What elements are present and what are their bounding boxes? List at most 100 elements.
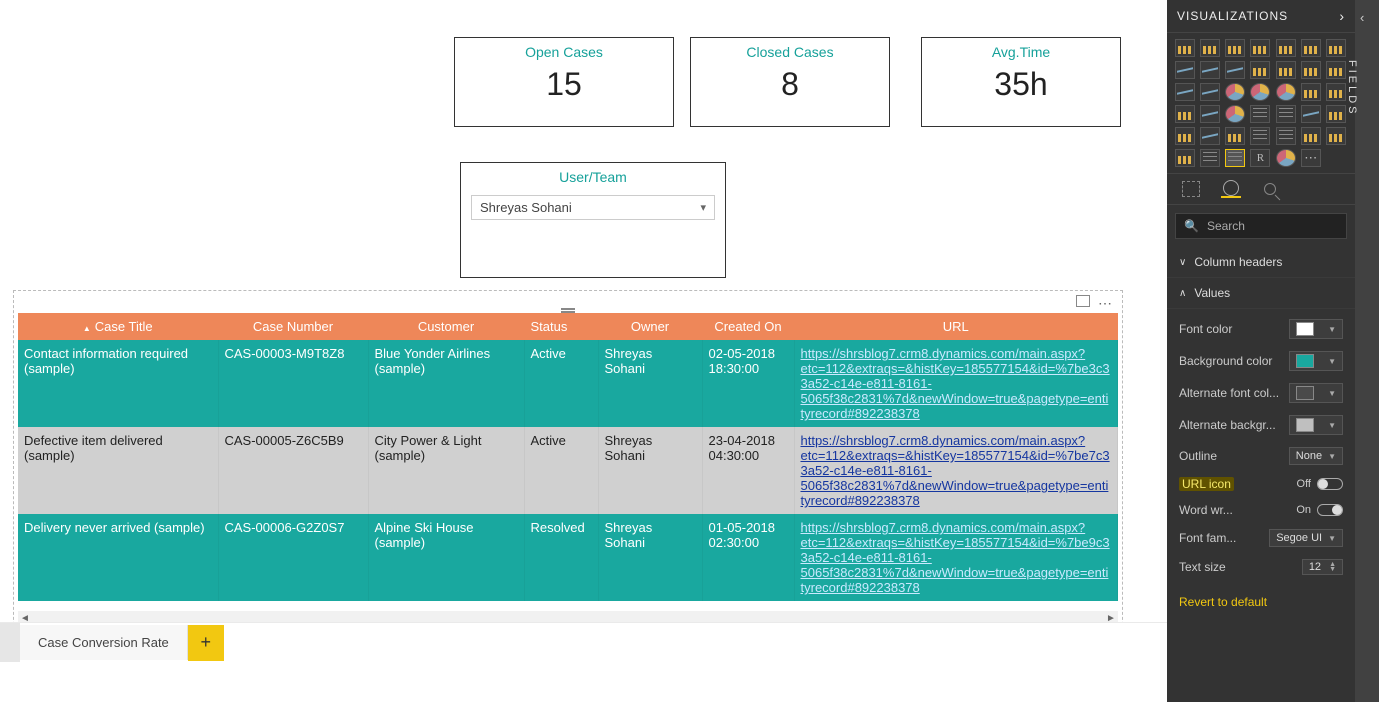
viz-type-icon[interactable] — [1301, 149, 1321, 167]
format-values-list: Font color ▼ Background color ▼ Alternat… — [1167, 309, 1355, 585]
viz-type-icon[interactable] — [1250, 149, 1270, 167]
viz-type-icon[interactable] — [1326, 61, 1346, 79]
viz-type-icon[interactable] — [1301, 105, 1321, 123]
row-font-family[interactable]: Font fam... Segoe UI▼ — [1167, 523, 1355, 553]
more-options-icon[interactable]: ⋯ — [1098, 295, 1114, 312]
slicer-value: Shreyas Sohani — [480, 200, 572, 215]
toggle-url-icon[interactable]: Off — [1297, 478, 1343, 490]
report-canvas[interactable]: Open Cases15Closed Cases8Avg.Time35h Use… — [0, 0, 1167, 662]
viz-type-icon[interactable] — [1175, 149, 1195, 167]
viz-type-icon[interactable] — [1301, 127, 1321, 145]
viz-type-icon[interactable] — [1200, 61, 1220, 79]
page-tab-active[interactable]: Case Conversion Rate — [20, 625, 188, 660]
viz-type-icon[interactable] — [1175, 127, 1195, 145]
row-outline[interactable]: Outline None▼ — [1167, 441, 1355, 471]
viz-type-icon[interactable] — [1225, 61, 1245, 79]
analytics-tab[interactable] — [1261, 180, 1281, 198]
table-row[interactable]: Delivery never arrived (sample)CAS-00006… — [18, 514, 1118, 601]
viz-type-icon[interactable] — [1225, 149, 1245, 167]
add-page-button[interactable]: + — [188, 625, 224, 661]
viz-type-icon[interactable] — [1250, 105, 1270, 123]
text-size-stepper[interactable]: 12▲▼ — [1302, 559, 1343, 575]
focus-mode-icon[interactable] — [1076, 295, 1090, 307]
column-header[interactable]: Customer — [368, 313, 524, 340]
column-header[interactable]: ▲Case Title — [18, 313, 218, 340]
kpi-card[interactable]: Avg.Time35h — [921, 37, 1121, 127]
row-word-wrap[interactable]: Word wr... On — [1167, 497, 1355, 523]
column-header[interactable]: Status — [524, 313, 598, 340]
row-background-color[interactable]: Background color ▼ — [1167, 345, 1355, 377]
table-cell: Delivery never arrived (sample) — [18, 514, 218, 601]
viz-type-icon[interactable] — [1326, 105, 1346, 123]
viz-type-icon[interactable] — [1250, 127, 1270, 145]
viz-type-icon[interactable] — [1301, 39, 1321, 57]
table-cell: Alpine Ski House (sample) — [368, 514, 524, 601]
row-font-color[interactable]: Font color ▼ — [1167, 313, 1355, 345]
search-icon: 🔍 — [1184, 219, 1199, 233]
viz-type-icon[interactable] — [1225, 105, 1245, 123]
viz-type-icon[interactable] — [1276, 127, 1296, 145]
card-title: Open Cases — [455, 38, 673, 60]
viz-type-icon[interactable] — [1326, 83, 1346, 101]
viz-type-icon[interactable] — [1276, 105, 1296, 123]
url-link[interactable]: https://shrsblog7.crm8.dynamics.com/main… — [801, 346, 1110, 421]
viz-type-icon[interactable] — [1276, 61, 1296, 79]
viz-type-icon[interactable] — [1200, 83, 1220, 101]
table-cell: Shreyas Sohani — [598, 427, 702, 514]
viz-type-icon[interactable] — [1326, 39, 1346, 57]
table-row[interactable]: Contact information required (sample)CAS… — [18, 340, 1118, 427]
viz-type-icon[interactable] — [1301, 83, 1321, 101]
table-cell: https://shrsblog7.crm8.dynamics.com/main… — [794, 514, 1118, 601]
format-tab[interactable] — [1221, 180, 1241, 198]
section-column-headers[interactable]: ∨Column headers — [1167, 247, 1355, 278]
viz-type-icon[interactable] — [1276, 39, 1296, 57]
viz-type-icon[interactable] — [1200, 149, 1220, 167]
toggle-word-wrap[interactable]: On — [1296, 504, 1343, 516]
url-link[interactable]: https://shrsblog7.crm8.dynamics.com/main… — [801, 520, 1110, 595]
column-header[interactable]: Created On — [702, 313, 794, 340]
visualizations-header[interactable]: VISUALIZATIONS › — [1167, 0, 1355, 33]
viz-type-icon[interactable] — [1200, 105, 1220, 123]
row-alt-font-color[interactable]: Alternate font col... ▼ — [1167, 377, 1355, 409]
card-title: Closed Cases — [691, 38, 889, 60]
table-row[interactable]: Defective item delivered (sample)CAS-000… — [18, 427, 1118, 514]
viz-type-icon[interactable] — [1200, 127, 1220, 145]
column-header[interactable]: Case Number — [218, 313, 368, 340]
visualizations-panel: VISUALIZATIONS › 🔍 Search ∨Column header… — [1167, 0, 1355, 702]
table-cell: CAS-00006-G2Z0S7 — [218, 514, 368, 601]
table-cell: Shreyas Sohani — [598, 340, 702, 427]
fields-panel-collapsed[interactable]: ‹ FIELDS — [1355, 0, 1379, 702]
viz-type-icon[interactable] — [1326, 127, 1346, 145]
kpi-card[interactable]: Open Cases15 — [454, 37, 674, 127]
viz-type-icon[interactable] — [1225, 127, 1245, 145]
revert-to-default[interactable]: Revert to default — [1167, 585, 1355, 619]
visual-drag-handle[interactable] — [14, 291, 1122, 313]
column-header[interactable]: URL — [794, 313, 1118, 340]
row-url-icon[interactable]: URL icon Off — [1167, 471, 1355, 497]
viz-type-icon[interactable] — [1175, 39, 1195, 57]
card-title: Avg.Time — [922, 38, 1120, 60]
viz-type-icon[interactable] — [1276, 149, 1296, 167]
table-visual[interactable]: ⋯ ▲Case TitleCase NumberCustomerStatusOw… — [13, 290, 1123, 640]
viz-type-icon[interactable] — [1301, 61, 1321, 79]
viz-type-icon[interactable] — [1175, 83, 1195, 101]
viz-type-icon[interactable] — [1175, 61, 1195, 79]
row-alt-bg-color[interactable]: Alternate backgr... ▼ — [1167, 409, 1355, 441]
viz-type-icon[interactable] — [1175, 105, 1195, 123]
viz-type-icon[interactable] — [1250, 83, 1270, 101]
viz-type-icon[interactable] — [1225, 39, 1245, 57]
row-text-size[interactable]: Text size 12▲▼ — [1167, 553, 1355, 581]
viz-type-icon[interactable] — [1250, 61, 1270, 79]
url-link[interactable]: https://shrsblog7.crm8.dynamics.com/main… — [801, 433, 1110, 508]
fields-tab[interactable] — [1181, 180, 1201, 198]
format-search[interactable]: 🔍 Search — [1175, 213, 1347, 239]
section-values[interactable]: ∧Values — [1167, 278, 1355, 309]
table-scroll[interactable]: ▲Case TitleCase NumberCustomerStatusOwne… — [18, 313, 1118, 609]
viz-type-icon[interactable] — [1276, 83, 1296, 101]
column-header[interactable]: Owner — [598, 313, 702, 340]
kpi-card[interactable]: Closed Cases8 — [690, 37, 890, 127]
viz-type-icon[interactable] — [1225, 83, 1245, 101]
slicer-dropdown[interactable]: Shreyas Sohani ▾ — [471, 195, 715, 220]
viz-type-icon[interactable] — [1200, 39, 1220, 57]
viz-type-icon[interactable] — [1250, 39, 1270, 57]
